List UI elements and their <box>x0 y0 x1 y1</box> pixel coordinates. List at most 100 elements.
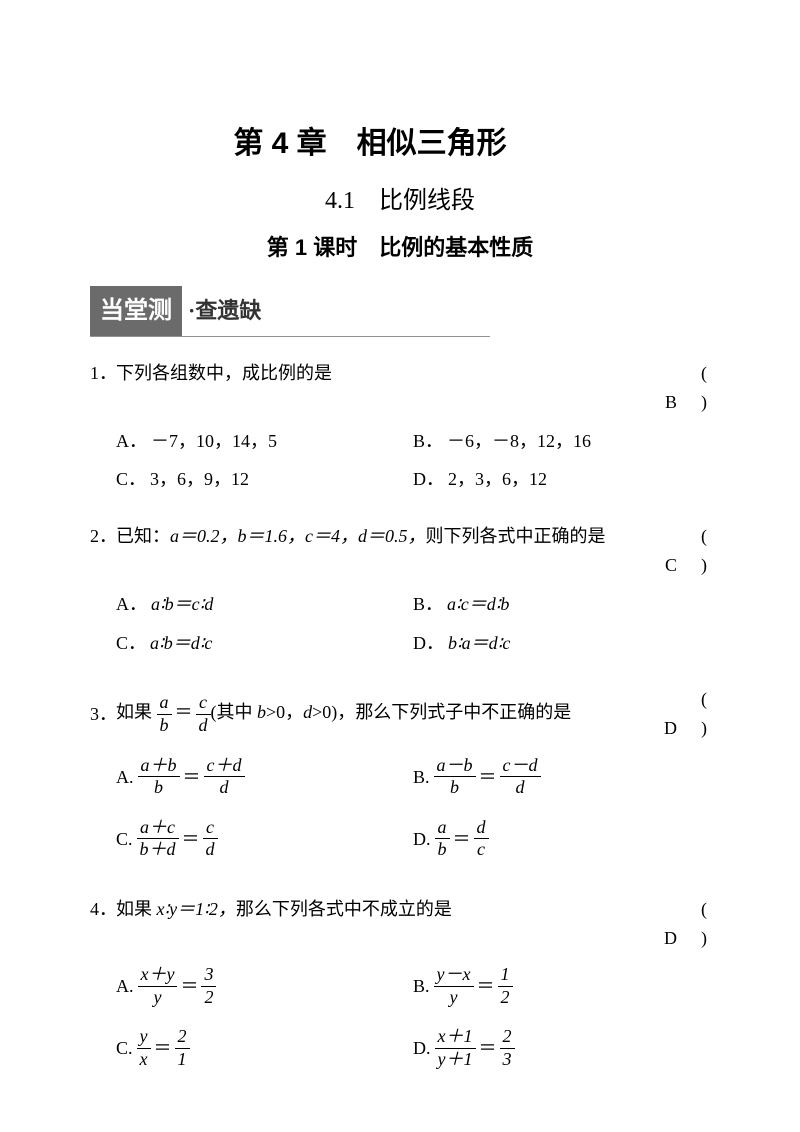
option-label: C． <box>116 629 146 658</box>
frac-num: c－d <box>500 755 541 778</box>
q3-frac2: cd <box>196 692 211 736</box>
q2-option-a: A．a∶b＝c∶d <box>116 590 413 619</box>
frac-den: b <box>138 777 180 799</box>
frac-den: d <box>500 777 541 799</box>
frac-left: a＋cb＋d <box>137 817 179 861</box>
option-label: B. <box>413 972 430 1001</box>
equals: ＝ <box>479 1034 497 1063</box>
frac-num: a <box>435 817 450 840</box>
frac-den: d <box>204 777 245 799</box>
frac-left: yx <box>137 1026 151 1070</box>
q3-cond1: b <box>257 702 266 722</box>
frac-den: x <box>137 1049 151 1071</box>
q4-answer: ( D ) <box>640 895 710 953</box>
equals: ＝ <box>479 763 497 792</box>
frac-right: c＋dd <box>204 755 245 799</box>
option-label: B. <box>413 763 430 792</box>
frac-num: x＋1 <box>435 1026 476 1049</box>
frac-num: a＋b <box>138 755 180 778</box>
q1-number: 1． <box>90 359 116 388</box>
q1-option-b: B．－6，－8，12，16 <box>413 427 710 456</box>
frac-den: c <box>474 839 489 861</box>
option-body: －6，－8，12，16 <box>447 427 591 456</box>
frac-right: c－dd <box>500 755 541 799</box>
q4-text: 如果 x∶y＝1∶2，那么下列各式中不成立的是 <box>116 895 640 924</box>
frac-den: y＋1 <box>435 1049 476 1071</box>
option-body: b∶a＝d∶c <box>448 629 510 658</box>
question-3: 3． 如果 ab＝cd(其中 b>0，d>0)，那么下列式子中不正确的是 ( D… <box>90 685 710 877</box>
frac-den: 3 <box>500 1049 515 1071</box>
frac-num: a <box>157 692 172 715</box>
frac-den: b <box>157 715 172 737</box>
option-label: D． <box>413 465 444 494</box>
q3-cond2-post: >0)， <box>312 702 355 722</box>
option-label: C. <box>116 825 133 854</box>
option-body: a∶b＝c∶d <box>151 590 213 619</box>
q3-frac1: ab <box>157 692 172 736</box>
frac-den: y <box>138 987 178 1009</box>
option-body: a∶b＝d∶c <box>150 629 212 658</box>
q2-option-b: B．a∶c＝d∶b <box>413 590 710 619</box>
frac-num: c <box>203 817 218 840</box>
q3-post: 那么下列式子中不正确的是 <box>355 702 571 722</box>
q3-text: 如果 ab＝cd(其中 b>0，d>0)，那么下列式子中不正确的是 <box>116 692 640 736</box>
q1-answer: ( B ) <box>640 359 710 417</box>
option-body: 2，3，6，12 <box>448 465 547 494</box>
q4-ratio: x∶y＝1∶2， <box>157 899 236 919</box>
q1-option-a: A．－7，10，14，5 <box>116 427 413 456</box>
frac-den: d <box>203 839 218 861</box>
frac-num: x＋y <box>138 964 178 987</box>
q1-text: 下列各组数中，成比例的是 <box>116 359 640 388</box>
q4-number: 4． <box>90 895 116 924</box>
equals: ＝ <box>175 702 193 722</box>
frac-den: b＋d <box>137 839 179 861</box>
frac-den: b <box>434 777 476 799</box>
option-label: B． <box>413 590 443 619</box>
q4-option-b: B. y－xy＝12 <box>413 963 710 1011</box>
frac-right: cd <box>203 817 218 861</box>
option-body: 3，6，9，12 <box>150 465 249 494</box>
frac-right: 12 <box>498 964 513 1008</box>
option-label: A． <box>116 427 147 456</box>
equals: ＝ <box>183 763 201 792</box>
q2-option-c: C．a∶b＝d∶c <box>116 629 413 658</box>
equals: ＝ <box>180 972 198 1001</box>
q2-mid: a＝0.2，b＝1.6，c＝4，d＝0.5， <box>170 526 426 546</box>
section-title: 4.1 比例线段 <box>90 182 710 220</box>
equals: ＝ <box>182 825 200 854</box>
chapter-title: 第 4 章 相似三角形 <box>30 120 710 168</box>
frac-num: y－x <box>434 964 474 987</box>
q1-option-c: C．3，6，9，12 <box>116 465 413 494</box>
q4-option-d: D. x＋1y＋1＝23 <box>413 1025 710 1073</box>
section-banner: 当堂测 ·查遗缺 <box>90 286 490 337</box>
q2-answer: ( C ) <box>640 522 710 580</box>
option-label: C． <box>116 465 146 494</box>
frac-left: ab <box>435 817 450 861</box>
frac-right: dc <box>474 817 489 861</box>
frac-right: 23 <box>500 1026 515 1070</box>
q1-option-d: D．2，3，6，12 <box>413 465 710 494</box>
frac-num: a－b <box>434 755 476 778</box>
option-label: D． <box>413 629 444 658</box>
frac-right: 21 <box>175 1026 190 1070</box>
q3-option-c: C. a＋cb＋d＝cd <box>116 815 413 863</box>
equals: ＝ <box>154 1034 172 1063</box>
option-label: D. <box>413 825 431 854</box>
frac-num: 3 <box>201 964 216 987</box>
q2-text: 已知：a＝0.2，b＝1.6，c＝4，d＝0.5，则下列各式中正确的是 <box>116 522 640 551</box>
q4-option-c: C. yx＝21 <box>116 1025 413 1073</box>
frac-num: c＋d <box>204 755 245 778</box>
q3-cond2: d <box>303 702 312 722</box>
equals: ＝ <box>453 825 471 854</box>
option-label: C. <box>116 1034 133 1063</box>
frac-left: x＋1y＋1 <box>435 1026 476 1070</box>
lesson-title: 第 1 课时 比例的基本性质 <box>90 230 710 265</box>
q3-number: 3． <box>90 700 116 729</box>
frac-num: d <box>474 817 489 840</box>
option-label: A. <box>116 763 134 792</box>
q3-option-b: B. a－bb＝c－dd <box>413 753 710 801</box>
q2-option-d: D．b∶a＝d∶c <box>413 629 710 658</box>
frac-num: a＋c <box>137 817 179 840</box>
frac-num: 2 <box>500 1026 515 1049</box>
frac-left: a＋bb <box>138 755 180 799</box>
